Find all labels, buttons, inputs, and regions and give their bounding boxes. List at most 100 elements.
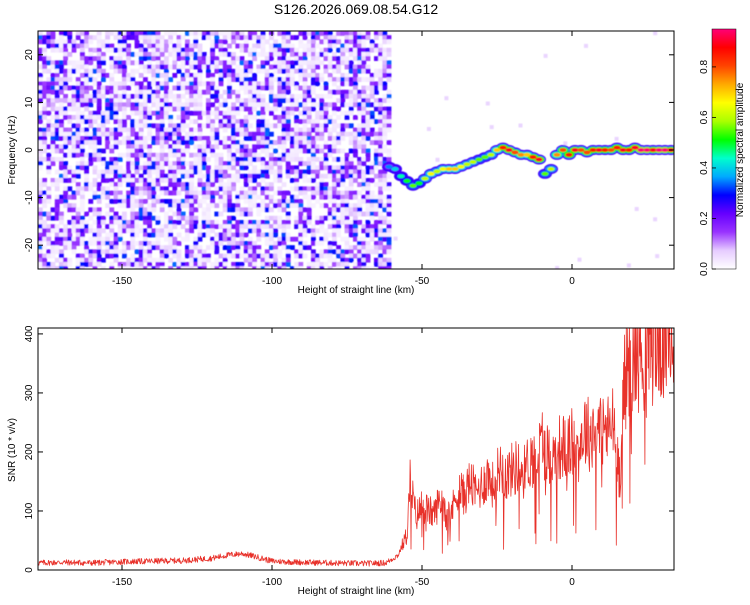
spectrogram-x-tick-label: -50 [415, 276, 430, 287]
spectrogram-cell [168, 228, 173, 234]
spectrogram-cell [42, 64, 47, 70]
spectrogram-cell [138, 186, 144, 192]
spectrogram-cell [323, 165, 329, 171]
spectrogram-cell [302, 144, 308, 150]
spectrogram-cell [80, 232, 85, 238]
spectrogram-cell [168, 31, 173, 36]
spectrogram-cell [218, 262, 224, 267]
spectrogram-cell [96, 131, 102, 137]
spectrogram-cell [151, 169, 157, 175]
spectrogram-cell [113, 249, 119, 255]
spectrogram-cell [180, 224, 186, 229]
spectrogram-cell [298, 161, 304, 166]
spectrogram-cell [361, 77, 367, 82]
spectrogram-cell [306, 136, 312, 141]
spectrogram-cell [105, 127, 110, 133]
spectrogram-cell [147, 182, 152, 187]
spectrogram-cell [155, 52, 161, 57]
spectrogram-cell [222, 73, 228, 78]
spectrogram-cell [281, 236, 287, 242]
spectrogram-cell [243, 194, 249, 200]
spectrogram-cell [197, 73, 203, 78]
spectrogram-cell [273, 123, 278, 129]
spectrogram-cell [176, 136, 182, 141]
spectrogram-cell [311, 161, 316, 166]
spectrogram-cell [386, 106, 392, 112]
spectrogram-cell [239, 241, 245, 246]
spectrogram-cell [71, 228, 77, 234]
spectrogram-cell [361, 148, 367, 154]
spectrogram-cell [42, 81, 47, 87]
spectrogram-cell [311, 257, 316, 263]
spectrogram-cell [374, 131, 379, 137]
spectrogram-cell [88, 68, 94, 74]
spectrogram-cell [159, 144, 165, 150]
spectrogram-cell [189, 127, 194, 133]
spectrogram-cell [327, 56, 333, 61]
spectrogram-cell [189, 64, 194, 70]
spectrogram-cell [252, 257, 257, 263]
spectrogram-cell [340, 98, 346, 103]
spectrogram-cell [201, 211, 207, 217]
spectrogram-cell [256, 152, 262, 158]
spectrogram-cell [84, 262, 89, 267]
spectrogram-cell [117, 220, 123, 225]
spectrogram-cell [122, 39, 127, 45]
spectrogram-cell [340, 199, 346, 204]
spectrogram-cell [378, 136, 383, 141]
spectrogram-cell [117, 47, 123, 53]
spectrogram-cell [80, 64, 85, 70]
spectrogram-cell [185, 148, 190, 154]
spectrogram-cell [67, 31, 73, 36]
spectrogram-cell [239, 157, 245, 162]
spectrogram-cell [239, 127, 245, 133]
spectrogram-cell [327, 215, 333, 221]
spectrogram-cell [332, 236, 337, 242]
spectrogram-cell [231, 73, 236, 78]
spectrogram-cell [42, 127, 47, 133]
spectrogram-cell [63, 257, 68, 263]
spectrogram-cell [336, 228, 341, 234]
spectrogram-cell [54, 199, 60, 204]
spectrogram-cell [105, 253, 110, 259]
spectrogram-cell [122, 262, 127, 267]
spectrogram-cell [176, 94, 182, 99]
spectrogram-cell [71, 136, 77, 141]
spectrogram-cell [252, 173, 257, 179]
spectrogram-cell [353, 207, 358, 213]
spectrogram-cell [336, 140, 341, 145]
spectrogram-cell [311, 52, 316, 57]
spectrogram-cell [151, 157, 157, 162]
spectrogram-cell [298, 68, 304, 74]
spectrogram-cell [143, 169, 148, 175]
spectrogram-cell [168, 257, 173, 263]
spectrogram-cell [164, 224, 169, 229]
spectrogram-cell [155, 182, 161, 187]
spectrogram-cell [344, 64, 350, 70]
spectrogram-cell [151, 152, 157, 158]
spectrogram-cell [374, 241, 379, 246]
spectrogram-cell [130, 241, 136, 246]
spectrogram-cell [206, 245, 211, 250]
spectrogram-cell [172, 190, 178, 196]
spectrogram-cell [357, 236, 362, 242]
spectrogram-cell [256, 194, 262, 200]
spectrogram-cell [71, 89, 77, 95]
spectrogram-cell [323, 94, 329, 99]
spectrogram-cell [109, 85, 115, 91]
spectrogram-cell [214, 245, 220, 250]
spectrogram-cell [214, 249, 220, 255]
spectrogram-cell [243, 68, 249, 74]
spectrogram-cell [63, 56, 68, 61]
spectrogram-cell [147, 106, 152, 112]
snr-y-tick-label: 0 [24, 567, 35, 573]
spectrogram-cell [105, 241, 110, 246]
spectrogram-cell [311, 60, 316, 66]
spectrogram-cell [84, 81, 89, 87]
spectrogram-cell [197, 224, 203, 229]
spectrogram-cell [38, 140, 43, 145]
spectrogram-cell [357, 161, 362, 166]
spectrogram-cell [54, 257, 60, 263]
spectrogram-cell [134, 31, 140, 36]
spectrogram-cell [185, 220, 190, 225]
